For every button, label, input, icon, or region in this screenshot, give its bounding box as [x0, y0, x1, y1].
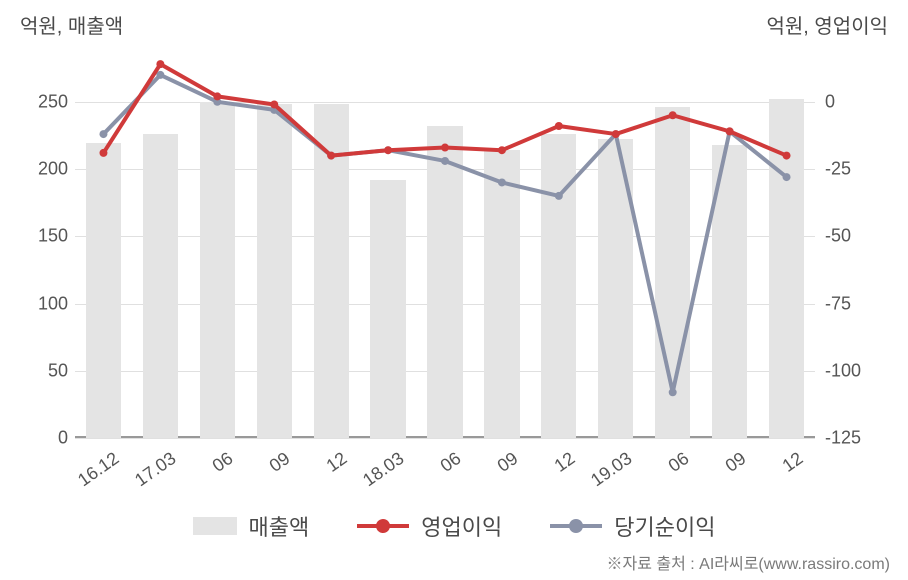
x-tick-label: 12	[518, 448, 579, 500]
y-tick-right: -50	[825, 226, 885, 247]
x-tick-label: 06	[176, 448, 237, 500]
y-tick-left: 50	[8, 360, 68, 381]
series-marker-operating	[669, 111, 677, 119]
series-marker-operating	[213, 92, 221, 100]
series-line-net	[103, 75, 786, 392]
series-marker-operating	[270, 100, 278, 108]
series-marker-operating	[498, 146, 506, 154]
y-tick-left: 100	[8, 293, 68, 314]
x-tick-label: 09	[461, 448, 522, 500]
series-marker-operating	[99, 149, 107, 157]
legend-swatch-line-red	[357, 519, 409, 533]
series-line-operating	[103, 64, 786, 155]
legend-swatch-line-gray	[550, 519, 602, 533]
x-tick-label: 09	[688, 448, 749, 500]
y-tick-left: 0	[8, 428, 68, 449]
x-tick-label: 19.03	[575, 448, 636, 500]
gridline	[75, 438, 815, 439]
series-marker-operating	[384, 146, 392, 154]
y-tick-right: -25	[825, 159, 885, 180]
series-marker-operating	[327, 152, 335, 160]
x-tick-label: 12	[745, 448, 806, 500]
series-marker-net	[99, 130, 107, 138]
y-tick-left: 150	[8, 226, 68, 247]
series-marker-operating	[156, 60, 164, 68]
series-marker-net	[783, 173, 791, 181]
legend-swatch-bar	[193, 517, 237, 535]
x-tick-label: 18.03	[347, 448, 408, 500]
source-attribution: ※자료 출처 : AI라씨로(www.rassiro.com)	[606, 550, 890, 574]
series-marker-net	[669, 388, 677, 396]
line-overlay	[75, 48, 815, 438]
series-marker-operating	[555, 122, 563, 130]
legend-item-operating: 영업이익	[357, 510, 502, 542]
x-tick-label: 06	[404, 448, 465, 500]
x-tick-label: 16.12	[62, 448, 123, 500]
series-marker-operating	[612, 130, 620, 138]
right-axis-title: 억원, 영업이익	[766, 10, 888, 39]
y-tick-right: -125	[825, 428, 885, 449]
financial-chart: 억원, 매출액 억원, 영업이익 매출액 영업이익 당기순이익 ※자료 출처 :…	[0, 0, 908, 580]
x-tick-label: 06	[632, 448, 693, 500]
series-marker-net	[555, 192, 563, 200]
series-marker-operating	[783, 152, 791, 160]
legend-label: 당기순이익	[614, 510, 715, 542]
series-marker-operating	[441, 144, 449, 152]
series-marker-operating	[726, 127, 734, 135]
x-tick-label: 12	[290, 448, 351, 500]
series-marker-net	[498, 178, 506, 186]
y-tick-right: 0	[825, 91, 885, 112]
x-tick-label: 17.03	[119, 448, 180, 500]
legend: 매출액 영업이익 당기순이익	[0, 510, 908, 542]
series-marker-net	[441, 157, 449, 165]
y-tick-right: -75	[825, 293, 885, 314]
y-tick-left: 200	[8, 159, 68, 180]
y-tick-right: -100	[825, 360, 885, 381]
legend-label: 영업이익	[421, 510, 502, 542]
x-tick-label: 09	[233, 448, 294, 500]
left-axis-title: 억원, 매출액	[20, 10, 123, 39]
plot-area	[75, 48, 815, 438]
legend-item-net: 당기순이익	[550, 510, 715, 542]
y-tick-left: 250	[8, 91, 68, 112]
legend-label: 매출액	[249, 510, 310, 542]
legend-item-revenue: 매출액	[193, 510, 310, 542]
